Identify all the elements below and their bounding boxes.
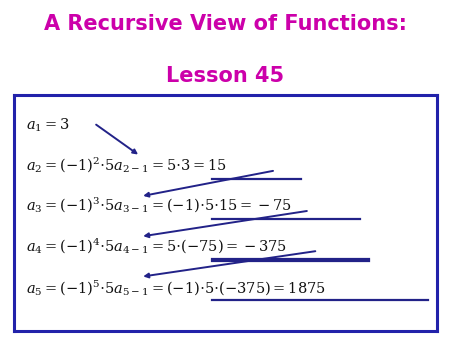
Text: $a_3 = (-1)^3{\cdot}5a_{3-1} = (-1){\cdot}5{\cdot}15 = -75$: $a_3 = (-1)^3{\cdot}5a_{3-1} = (-1){\cdo… [26, 196, 292, 215]
Text: $a_2 = (-1)^2{\cdot}5a_{2-1} = 5{\cdot}3 = 15$: $a_2 = (-1)^2{\cdot}5a_{2-1} = 5{\cdot}3… [26, 156, 227, 175]
Text: $a_1 = 3$: $a_1 = 3$ [26, 117, 70, 134]
Text: $a_4 = (-1)^4{\cdot}5a_{4-1} = 5{\cdot}(-75) = -375$: $a_4 = (-1)^4{\cdot}5a_{4-1} = 5{\cdot}(… [26, 237, 287, 256]
Text: A Recursive View of Functions:: A Recursive View of Functions: [44, 14, 406, 34]
Text: Lesson 45: Lesson 45 [166, 66, 284, 86]
Text: $a_5 = (-1)^5{\cdot}5a_{5-1} = (-1){\cdot}5{\cdot}(-375) = 1875$: $a_5 = (-1)^5{\cdot}5a_{5-1} = (-1){\cdo… [26, 279, 326, 298]
